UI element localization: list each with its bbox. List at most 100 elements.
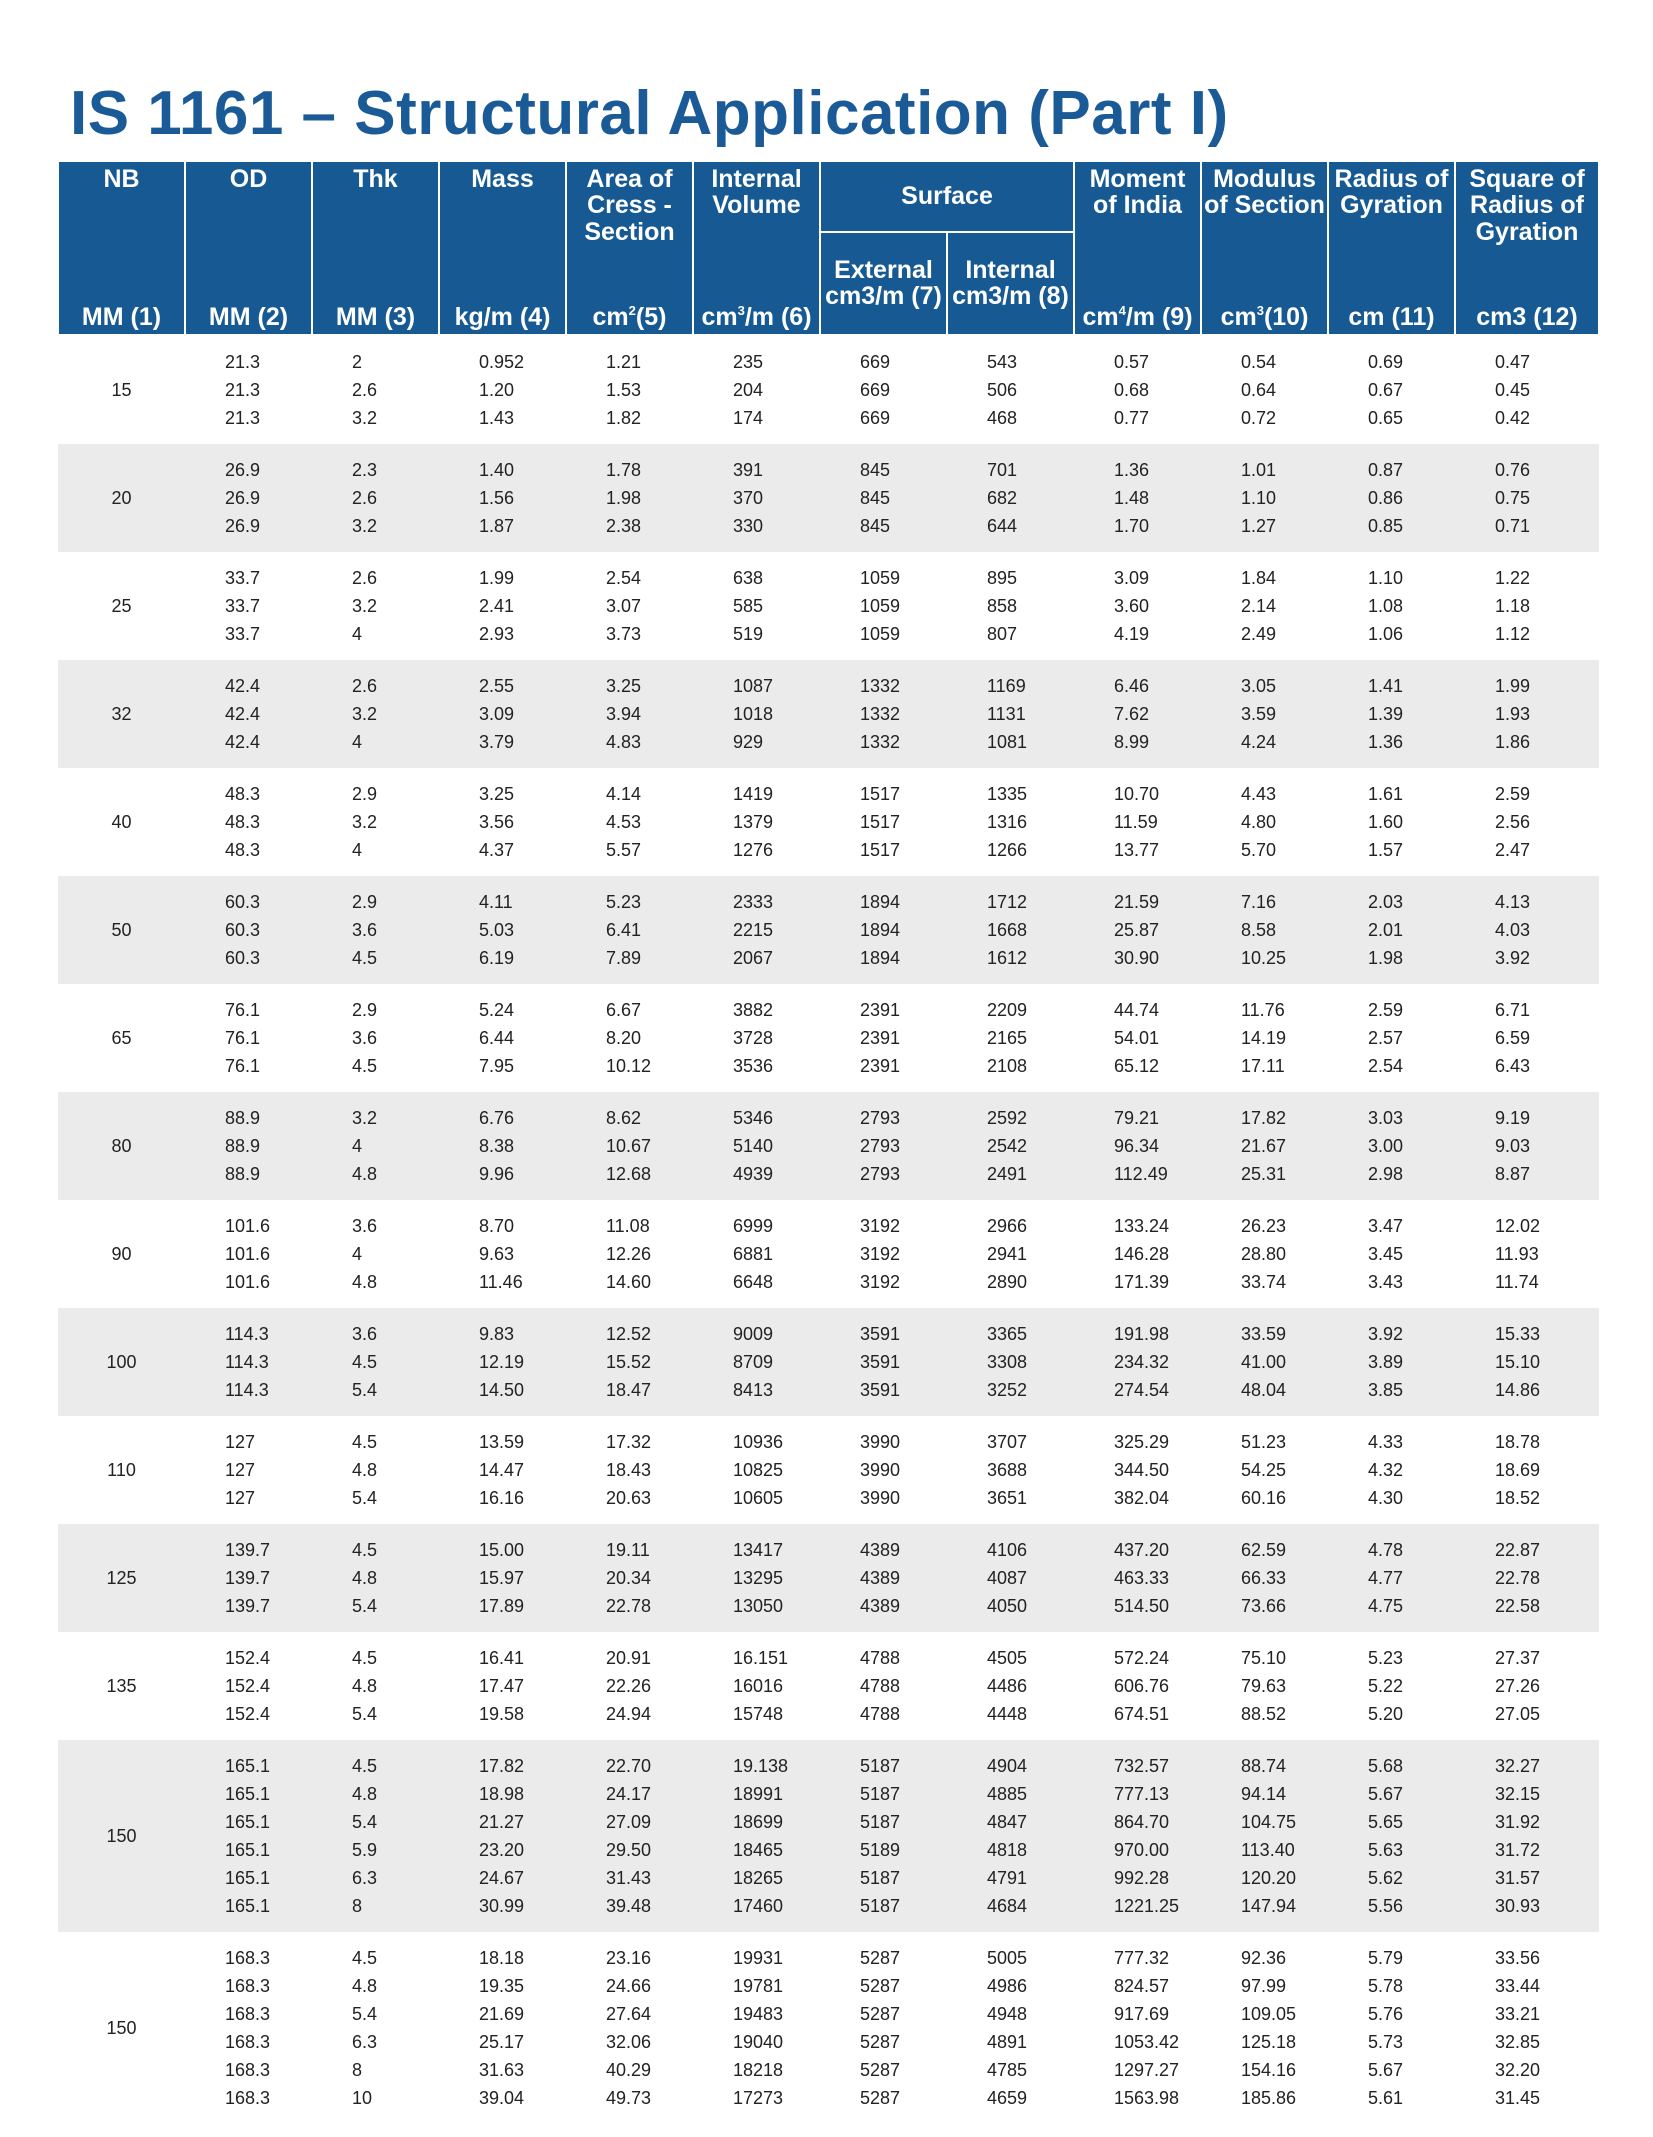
data-cell: 73.66 — [1241, 1596, 1287, 1616]
data-cell: 88.9 — [225, 1136, 261, 1156]
data-column-cell: 2.6 3.2 4 — [312, 660, 439, 768]
data-column-cell: 1.78 1.98 2.38 — [566, 444, 693, 552]
data-cell: 4.43 — [1241, 784, 1277, 804]
data-column-cell: 22.70 24.17 27.09 29.50 31.43 39.48 — [566, 1740, 693, 1932]
column-header: Square of Radius of Gyration cm3 (12) — [1454, 160, 1600, 336]
data-column-cell: 2592 2542 2491 — [947, 1092, 1074, 1200]
data-column-cell: 16.151 16016 15748 — [693, 1632, 820, 1740]
data-cell: 20.63 — [606, 1488, 652, 1508]
data-cell: 1131 — [987, 704, 1026, 724]
data-cell: 2.49 — [1241, 624, 1277, 644]
data-cell: 3.00 — [1368, 1136, 1404, 1156]
data-cell: 1.01 — [1241, 460, 1277, 480]
data-cell: 32.27 — [1495, 1756, 1541, 1776]
data-cell: 0.67 — [1368, 380, 1404, 400]
data-column-cell: 1.99 2.41 2.93 — [439, 552, 566, 660]
data-cell: 2793 — [860, 1136, 901, 1156]
data-cell: 4818 — [987, 1840, 1028, 1860]
data-column-cell: 2.9 3.6 4.5 — [312, 876, 439, 984]
data-cell: 4791 — [987, 1868, 1028, 1888]
data-cell: 22.26 — [606, 1676, 652, 1696]
data-cell: 191.98 — [1114, 1324, 1170, 1344]
data-column-cell: 7.16 8.58 10.25 — [1201, 876, 1328, 984]
unit-superscript: 2 — [628, 302, 636, 318]
data-column-cell: 1087 1018 929 — [693, 660, 820, 768]
data-cell: 1563.98 — [1114, 2088, 1180, 2108]
data-cell: 3.47 — [1368, 1216, 1404, 1236]
data-cell: 6.76 — [479, 1108, 515, 1128]
data-cell: 147.94 — [1241, 1896, 1297, 1916]
data-cell: 0.57 — [1114, 352, 1150, 372]
data-cell: 5287 — [860, 2060, 901, 2080]
data-cell: 19.138 — [733, 1756, 789, 1776]
data-cell: 3591 — [860, 1324, 901, 1344]
data-cell: 382.04 — [1114, 1488, 1170, 1508]
data-cell: 28.80 — [1241, 1244, 1287, 1264]
data-cell: 21.69 — [479, 2004, 525, 2024]
data-cell: 4389 — [860, 1540, 901, 1560]
data-column-cell: 8.70 9.63 11.46 — [439, 1200, 566, 1308]
data-column-cell: 114.3 114.3 114.3 — [185, 1308, 312, 1416]
data-cell: 3.6 — [352, 920, 378, 940]
data-cell: 12.26 — [606, 1244, 652, 1264]
data-cell: 1.41 — [1368, 676, 1404, 696]
data-cell: 33.44 — [1495, 1976, 1541, 1996]
data-cell: 6.59 — [1495, 1028, 1531, 1048]
data-cell: 5.4 — [352, 1380, 378, 1400]
data-cell: 27.05 — [1495, 1704, 1541, 1724]
data-column-cell: 4.5 4.8 5.4 6.3 8 10 — [312, 1932, 439, 2124]
data-cell: 152.4 — [225, 1648, 271, 1668]
data-cell: 39.04 — [479, 2088, 525, 2108]
data-cell: 16.16 — [479, 1488, 525, 1508]
data-column-cell: 3.47 3.45 3.43 — [1328, 1200, 1455, 1308]
data-cell: 165.1 — [225, 1840, 271, 1860]
data-cell: 152.4 — [225, 1704, 271, 1724]
data-cell: 2 — [352, 352, 363, 372]
column-label: Thk — [353, 165, 398, 193]
data-column-cell: 437.20 463.33 514.50 — [1074, 1524, 1201, 1632]
data-cell: 0.77 — [1114, 408, 1150, 428]
data-column-cell: 5346 5140 4939 — [693, 1092, 820, 1200]
data-cell: 168.3 — [225, 2060, 271, 2080]
data-cell: 4.8 — [352, 1976, 378, 1996]
data-cell: 4.11 — [479, 892, 513, 912]
data-column-cell: 3.25 3.94 4.83 — [566, 660, 693, 768]
data-cell: 325.29 — [1114, 1432, 1170, 1452]
data-cell: 2.54 — [1368, 1056, 1404, 1076]
data-cell: 4788 — [860, 1676, 901, 1696]
data-cell: 27.26 — [1495, 1676, 1541, 1696]
row-group: 150 165.1 165.1 165.1 165.1 165.1 165.1 4.5 4.8 5… — [58, 1740, 1599, 1932]
data-cell: 3.2 — [352, 516, 378, 536]
data-cell: 31.63 — [479, 2060, 525, 2080]
data-column-cell: 1.84 2.14 2.49 — [1201, 552, 1328, 660]
data-cell: 330 — [733, 516, 764, 536]
data-cell: 2215 — [733, 920, 774, 940]
data-column-cell: 20.91 22.26 24.94 — [566, 1632, 693, 1740]
data-cell: 11.93 — [1495, 1244, 1539, 1264]
data-column-cell: 5.24 6.44 7.95 — [439, 984, 566, 1092]
data-cell: 1379 — [733, 812, 774, 832]
data-cell: 22.78 — [1495, 1568, 1541, 1588]
data-cell: 76.1 — [225, 1056, 261, 1076]
nb-cell: 100 — [58, 1308, 185, 1416]
data-cell: 21.3 — [225, 408, 261, 428]
data-column-cell: 4106 4087 4050 — [947, 1524, 1074, 1632]
data-column-cell: 391 370 330 — [693, 444, 820, 552]
column-label: NB — [103, 165, 140, 193]
data-cell: 1.60 — [1368, 812, 1404, 832]
data-cell: 96.34 — [1114, 1136, 1160, 1156]
data-cell: 4.83 — [606, 732, 642, 752]
data-cell: 18265 — [733, 1868, 784, 1888]
data-column-cell: 5187 5187 5187 5189 5187 5187 — [820, 1740, 947, 1932]
data-column-cell: 4.33 4.32 4.30 — [1328, 1416, 1455, 1524]
data-column-cell: 23.16 24.66 27.64 32.06 40.29 49.73 — [566, 1932, 693, 2124]
data-cell: 1.93 — [1495, 704, 1531, 724]
header-content: Radius of Gyration cm (11) — [1331, 166, 1452, 330]
data-cell: 1.36 — [1368, 732, 1404, 752]
data-cell: 1059 — [860, 596, 901, 616]
data-column-cell: 17.32 18.43 20.63 — [566, 1416, 693, 1524]
data-cell: 2.9 — [352, 892, 378, 912]
column-header: Moment of India cm4/m (9) — [1073, 160, 1202, 336]
unit-superscript: 3 — [1256, 302, 1264, 318]
data-cell: 8.62 — [606, 1108, 642, 1128]
